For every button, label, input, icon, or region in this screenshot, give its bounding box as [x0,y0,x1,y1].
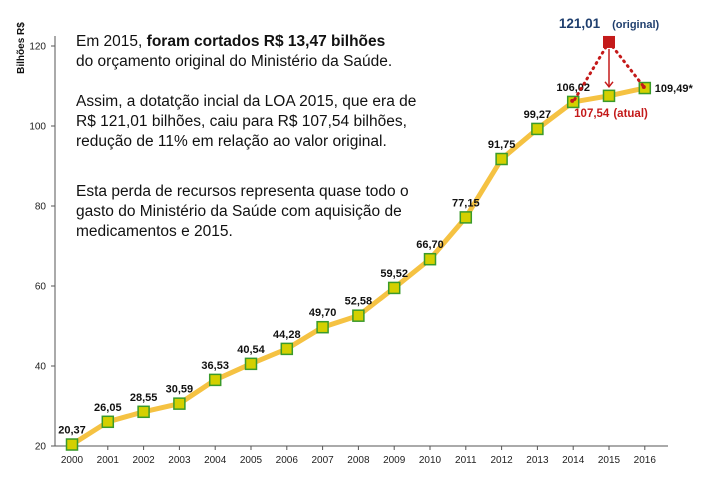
y-tick-label: 120 [29,42,46,53]
data-label: 77,15 [452,197,480,209]
x-tick-label: 2012 [490,455,513,466]
x-tick-label: 2004 [204,455,227,466]
data-label: 49,70 [309,307,337,319]
dotted-line-to-2016 [607,40,647,90]
data-label: 28,55 [130,392,158,404]
data-label: 66,70 [416,239,444,251]
dotted-line-to-2014 [571,40,611,104]
y-tick-label: 60 [35,282,47,293]
data-label: 52,58 [345,296,373,308]
data-label: 30,59 [166,384,194,396]
data-point-marker [244,357,258,371]
x-tick-label: 2003 [168,455,191,466]
data-point-marker [280,342,294,356]
x-tick-label: 2000 [61,455,84,466]
data-label: 40,54 [237,344,265,356]
reduction-arrow-head [604,81,614,89]
data-point-marker [387,281,401,295]
chart-data-labels: 20,37 26,05 28,55 30,59 36,53 40,54 44,28 49,70… [58,82,693,437]
data-point-marker [173,397,186,410]
x-tick-label: 2011 [455,455,477,466]
data-label: 91,75 [488,139,516,151]
data-label: 44,28 [273,329,301,341]
data-label: 26,05 [94,402,122,414]
data-label-2016: 109,49* [655,83,694,95]
data-label: 20,37 [58,425,86,437]
chart-series [65,81,652,451]
y-tick-label: 20 [35,442,47,453]
highlight-dot [570,98,575,103]
paragraph-impact: Esta perda de recursos representa quase … [76,183,409,240]
x-tick-label: 2005 [240,455,263,466]
x-tick-label: 2009 [383,455,406,466]
x-tick-label: 2001 [97,455,120,466]
original-value-marker [603,35,615,48]
data-point-marker [316,320,329,334]
data-label: 106,02 [556,82,590,94]
original-value-label: 121,01 (original) [559,16,660,31]
data-point-marker [352,309,365,322]
x-tick-label: 2007 [311,455,334,466]
actual-value-label: 107,54 (atual) [574,108,648,120]
x-tick-label: 2014 [562,455,585,466]
x-tick-label: 2010 [419,455,442,466]
paragraph-loa-details: Assim, a dotatção incial da LOA 2015, qu… [76,93,417,150]
y-tick-label: 100 [29,122,46,133]
data-point-marker [137,405,150,419]
y-axis-title: Bilhões R$ [16,22,27,74]
y-tick-label: 40 [35,362,47,373]
data-point-marker [459,211,473,224]
para1-lead: Em 2015, [76,33,147,50]
actual-value-tag: (atual) [613,108,648,120]
x-tick-label: 2013 [526,455,549,466]
data-label: 99,27 [524,109,552,121]
x-tick-label: 2016 [634,455,657,466]
x-tick-label: 2015 [598,455,621,466]
data-label: 36,53 [201,360,229,372]
data-point-marker [531,122,544,136]
original-value-number: 121,01 [559,16,601,31]
data-point-marker [602,89,616,103]
original-value-tag: (original) [612,19,659,31]
chart-annotations: 121,01 (original) 107,54 (atual) [559,16,660,120]
data-point-marker [65,438,79,451]
data-point-marker [208,373,222,387]
paragraph-cut-summary: Em 2015, foram cortados R$ 13,47 bilhões… [76,32,392,72]
data-point-marker [423,252,437,266]
data-label: 59,52 [380,268,408,280]
data-point-marker [495,152,508,166]
y-tick-label: 80 [35,202,47,213]
actual-value-number: 107,54 [574,108,610,120]
x-tick-label: 2008 [347,455,370,466]
para1-highlight: foram cortados R$ 13,47 bilhões [146,33,386,50]
para1-tail: do orçamento original do Ministério da S… [76,53,393,70]
x-tick-label: 2002 [132,455,155,466]
x-tick-label: 2006 [276,455,299,466]
data-point-marker [101,415,115,429]
